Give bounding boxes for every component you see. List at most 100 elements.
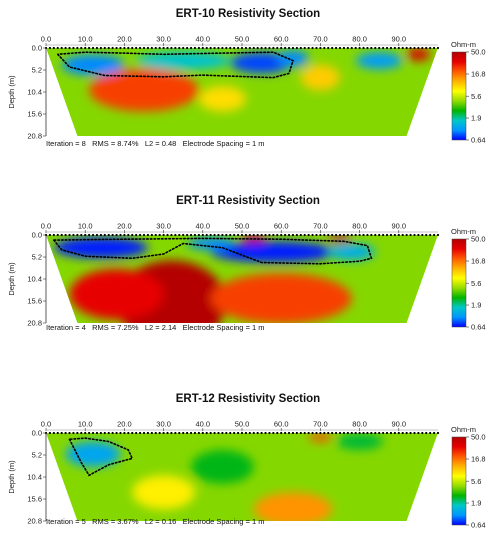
electrode-marker (389, 431, 393, 435)
electrode-marker (311, 233, 314, 237)
electrode-marker (393, 431, 396, 435)
colorbar-tick-label: 1.9 (471, 499, 481, 508)
electrode-marker (252, 46, 255, 50)
electrode-marker (56, 46, 59, 50)
interpreted-zone-outline (56, 51, 294, 79)
resistivity-anomaly (53, 237, 148, 259)
electrode-marker (338, 46, 342, 50)
resistivity-anomaly (355, 52, 403, 70)
electrode-marker (213, 233, 216, 237)
electrode-marker (166, 233, 169, 237)
electrode-marker (405, 233, 408, 237)
electrode-marker (405, 46, 408, 50)
electrode-marker (68, 233, 71, 237)
electrode-marker (182, 46, 185, 50)
electrode-marker (295, 46, 298, 50)
electrode-marker (385, 431, 389, 435)
x-tick-label: 70.0 (313, 35, 328, 44)
electrode-marker (84, 233, 87, 237)
electrode-marker (260, 233, 263, 237)
electrode-marker (432, 233, 436, 237)
resistivity-anomaly (61, 54, 125, 76)
resistivity-anomaly (69, 268, 164, 320)
electrode-marker (68, 431, 71, 435)
iteration-text: Iteration = 4 (46, 323, 86, 332)
electrode-marker (331, 46, 334, 50)
electrode-marker (307, 233, 310, 237)
electrode-marker (362, 431, 365, 435)
electrode-marker (225, 431, 228, 435)
electrode-marker (432, 431, 436, 435)
electrode-marker (123, 233, 126, 237)
colorbar-tick-label: 0.64 (471, 136, 486, 145)
electrode-marker (374, 233, 377, 237)
electrode-marker (48, 46, 52, 50)
x-tick-label: 50.0 (235, 222, 250, 231)
electrode-marker (111, 46, 114, 50)
resistivity-section (46, 433, 438, 521)
electrode-marker (197, 431, 200, 435)
electrode-marker (350, 431, 353, 435)
electrode-marker (135, 431, 138, 435)
spacing-text: Electrode Spacing = 1 m (182, 139, 265, 148)
electrode-marker (280, 46, 283, 50)
electrode-marker (201, 46, 204, 50)
resistivity-anomaly (136, 51, 231, 70)
electrode-marker (284, 233, 287, 237)
y-axis-title: Depth (m) (7, 75, 16, 109)
electrode-marker (389, 46, 393, 50)
colorbar-tick-label: 0.64 (471, 521, 486, 530)
resistivity-anomaly (230, 52, 293, 74)
l2-text: L2 = 0.16 (144, 517, 177, 526)
ert-10-chart: 0.0 10.0 20.0 30.0 40.0 50.0 60.0 70.0 80.0 90.0 0… (7, 35, 486, 145)
x-tick-label: 0.0 (41, 35, 51, 44)
colorbar-tick-label: 50.0 (471, 48, 486, 57)
electrode-marker (209, 233, 212, 237)
electrode-marker (60, 233, 63, 237)
electrode-marker (260, 431, 263, 435)
rms-text: RMS = 7.25% (92, 323, 139, 332)
electrode-marker (119, 431, 122, 435)
electrode-marker (248, 431, 251, 435)
electrode-marker (366, 233, 369, 237)
resistivity-anomaly (65, 441, 121, 467)
electrode-marker (103, 46, 106, 50)
electrode-marker (334, 46, 338, 50)
electrode-marker (123, 431, 126, 435)
colorbar-unit: Ohm-m (451, 40, 476, 49)
ert-11-chart: 0.0 10.0 20.0 30.0 40.0 50.0 60.0 70.0 80.0 90.0 0… (7, 222, 486, 332)
electrode-marker (374, 46, 377, 50)
electrode-marker (338, 431, 342, 435)
electrode-marker (252, 233, 255, 237)
electrode-marker (91, 46, 95, 50)
electrode-marker (236, 46, 240, 50)
electrode-marker (146, 233, 150, 237)
electrode-marker (138, 233, 142, 237)
electrode-marker (80, 431, 83, 435)
electrode-marker (429, 46, 432, 50)
electrode-marker (99, 233, 102, 237)
electrode-marker (389, 233, 393, 237)
electrode-marker (436, 46, 440, 50)
electrode-marker (385, 233, 389, 237)
y-tick-label: 15.6 (27, 297, 42, 306)
electrode-marker (217, 233, 220, 237)
electrode-marker (107, 46, 110, 50)
electrode-marker (221, 46, 224, 50)
x-tick-label: 40.0 (195, 420, 210, 429)
colorbar (451, 436, 467, 526)
electrode-marker (127, 431, 130, 435)
y-tick-label: 5.2 (32, 253, 42, 262)
footer: Iteration = 5 RMS = 3.67% L2 = 0.16 Elec… (46, 517, 265, 526)
electrode-marker (236, 431, 240, 435)
electrode-marker (103, 233, 106, 237)
colorbar-unit: Ohm-m (451, 425, 476, 434)
x-tick-label: 60.0 (274, 35, 289, 44)
electrode-marker (186, 431, 189, 435)
electrode-marker (131, 46, 134, 50)
electrode-marker (150, 233, 153, 237)
electrode-marker (264, 233, 267, 237)
electrode-marker (201, 431, 204, 435)
electrode-marker (131, 431, 134, 435)
electrode-marker (119, 46, 122, 50)
